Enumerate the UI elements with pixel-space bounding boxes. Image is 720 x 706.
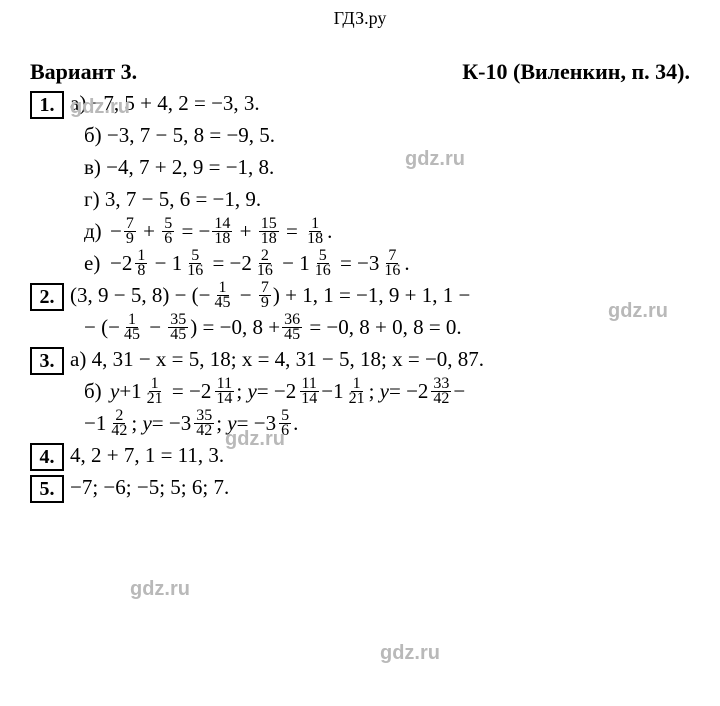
watermark: gdz.ru — [380, 642, 440, 665]
header-row: Вариант 3. К-10 (Виленкин, п. 34). — [30, 59, 690, 85]
label-e: е) — [84, 247, 110, 279]
page: ГДЗ.ру Вариант 3. К-10 (Виленкин, п. 34)… — [0, 0, 720, 513]
eq-1f: е) −218 − 1516 = −2216 − 1516 = −3716. — [30, 247, 690, 279]
eq-1d: г) 3, 7 − 5, 6 = −1, 9. — [30, 183, 690, 215]
source-label: К-10 (Виленкин, п. 34). — [462, 59, 690, 85]
task-3-a: 3. а) 4, 31 − x = 5, 18; x = 4, 31 − 5, … — [30, 343, 690, 375]
task-5: 5. −7; −6; −5; 5; 6; 7. — [30, 471, 690, 503]
task-number-4: 4. — [30, 443, 64, 471]
task-2-line2: − (−145 − 3545) = −0, 8 + 3645 = −0, 8 +… — [30, 311, 690, 343]
eq-5: −7; −6; −5; 5; 6; 7. — [70, 471, 229, 503]
eq-1b: б) −3, 7 − 5, 8 = −9, 5. — [30, 119, 690, 151]
task-1-a: 1. а) −7, 5 + 4, 2 = −3, 3. — [30, 87, 690, 119]
task-number-5: 5. — [30, 475, 64, 503]
label-d: д) — [84, 215, 110, 247]
task-3-b1: б) y + 1121 = −21114; y = −21114 − 1121;… — [30, 375, 690, 407]
task-3-b2: − 1242; y = −33542; y = −356. — [30, 407, 690, 439]
task-number-3: 3. — [30, 347, 64, 375]
task-number-2: 2. — [30, 283, 64, 311]
label-b3: б) — [84, 375, 110, 407]
eq-1c: в) −4, 7 + 2, 9 = −1, 8. — [30, 151, 690, 183]
eq-4: 4, 2 + 7, 1 = 11, 3. — [70, 439, 224, 471]
site-name-top: ГДЗ.ру — [30, 8, 690, 29]
eq-1a: а) −7, 5 + 4, 2 = −3, 3. — [70, 87, 260, 119]
variant-label: Вариант 3. — [30, 59, 137, 85]
eq-1e: д) −79 + 56 = −1418 + 1518 = 118. — [30, 215, 690, 247]
task-4: 4. 4, 2 + 7, 1 = 11, 3. — [30, 439, 690, 471]
watermark: gdz.ru — [130, 578, 190, 601]
task-2-line1: 2. (3, 9 − 5, 8) − (−145 − 79) + 1, 1 = … — [30, 279, 690, 311]
eq-3a: а) 4, 31 − x = 5, 18; x = 4, 31 − 5, 18;… — [70, 343, 484, 375]
task-number-1: 1. — [30, 91, 64, 119]
